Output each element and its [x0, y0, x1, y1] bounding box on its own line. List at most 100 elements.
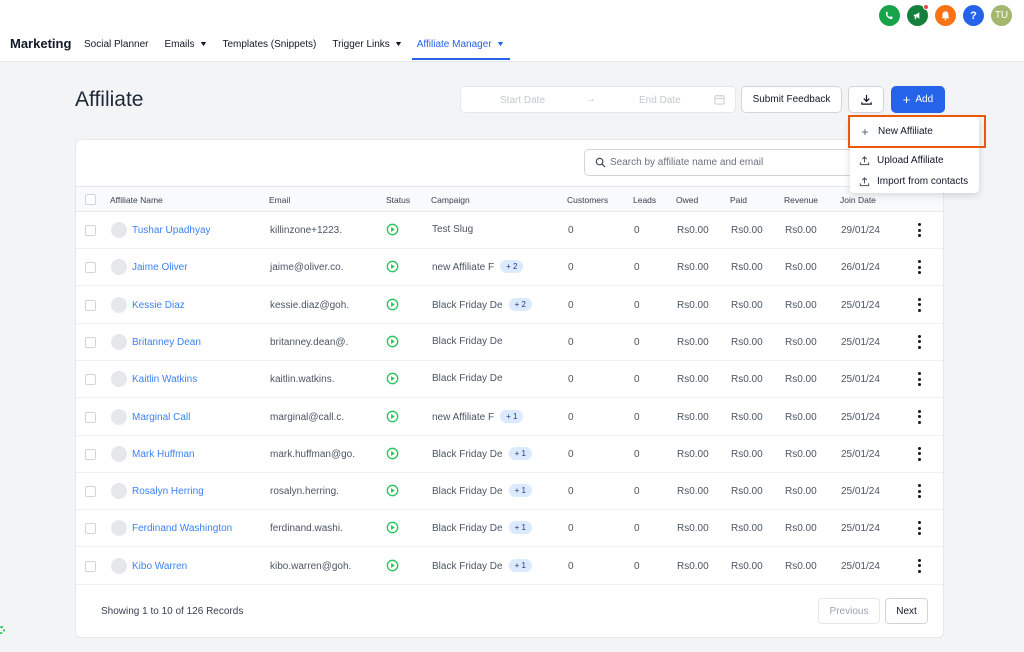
table-row[interactable]: Tushar Upadhyay killinzone+1223. Test Slug… — [76, 212, 943, 249]
more-options-icon[interactable] — [917, 223, 921, 237]
calendar-icon[interactable] — [714, 94, 725, 108]
user-avatar[interactable]: TU — [991, 5, 1012, 26]
campaign-extra-badge[interactable]: + 2 — [508, 297, 532, 311]
row-checkbox[interactable] — [85, 560, 96, 572]
campaign-cell: Black Friday De — [432, 373, 503, 384]
owed-amount: Rs0.00 — [677, 411, 709, 423]
more-options-icon[interactable] — [917, 297, 921, 312]
campaign-extra-badge[interactable]: + 1 — [508, 558, 532, 572]
more-options-icon[interactable] — [917, 372, 921, 387]
column-header-customers[interactable]: Customers — [567, 195, 609, 205]
affiliate-name-link[interactable]: Kessie Diaz — [132, 299, 185, 311]
column-header-email[interactable]: Email — [269, 195, 291, 205]
affiliate-name-link[interactable]: Britanney Dean — [132, 336, 201, 348]
more-options-icon[interactable] — [917, 446, 921, 461]
table-row[interactable]: Kessie Diaz kessie.diaz@goh. Black Friday … — [76, 287, 943, 324]
row-checkbox[interactable] — [85, 448, 96, 460]
menu-item-upload-affiliate[interactable]: Upload Affiliate — [850, 149, 979, 171]
customers-count: 0 — [568, 299, 574, 311]
affiliate-name-link[interactable]: Kibo Warren — [132, 560, 188, 572]
column-header-campaign[interactable]: Campaign — [431, 195, 470, 205]
join-date: 25/01/24 — [841, 374, 880, 386]
table-row[interactable]: Rosalyn Herring rosalyn.herring. Black Fri… — [76, 473, 943, 511]
campaign-extra-badge[interactable]: + 2 — [500, 260, 524, 274]
affiliate-name-link[interactable]: Tushar Upadhyay — [132, 225, 211, 236]
search-input[interactable]: Search by affiliate name and email — [584, 149, 854, 176]
start-date-input[interactable]: Start Date — [500, 95, 546, 106]
select-all-checkbox[interactable] — [85, 194, 96, 205]
column-header-join-date[interactable]: Join Date — [840, 195, 876, 205]
row-checkbox[interactable] — [85, 336, 96, 348]
paid-amount: Rs0.00 — [731, 523, 763, 535]
column-header-leads[interactable]: Leads — [633, 195, 657, 205]
table-row[interactable]: Jaime Oliver jaime@oliver.co. new Affiliat… — [76, 249, 943, 287]
campaign-extra-badge[interactable]: + 1 — [500, 409, 524, 423]
download-button[interactable] — [848, 86, 884, 113]
row-checkbox[interactable] — [85, 411, 96, 423]
more-options-icon[interactable] — [917, 334, 921, 349]
column-header-paid[interactable]: Paid — [730, 195, 748, 205]
nav-item-emails[interactable]: Emails ▼ — [164, 32, 207, 60]
affiliate-name-link[interactable]: Rosalyn Herring — [132, 486, 204, 498]
affiliate-name-link[interactable]: Jaime Oliver — [132, 262, 188, 274]
row-checkbox[interactable] — [85, 486, 96, 498]
column-header-status[interactable]: Status — [386, 195, 411, 205]
menu-item-new-affiliate[interactable]: + New Affiliate — [848, 115, 986, 148]
top-navbar: Marketing Social Planner Emails ▼ Templates… — [0, 0, 1024, 62]
help-icon[interactable]: ? — [963, 5, 984, 26]
table-row[interactable]: Britanney Dean britanney.dean@. Black Frid… — [76, 324, 943, 361]
affiliate-name-link[interactable]: Marginal Call — [132, 411, 191, 423]
table-row[interactable]: Marginal Call marginal@call.c. new Affilia… — [76, 399, 943, 436]
campaign-extra-badge[interactable]: + 1 — [508, 521, 532, 535]
end-date-input[interactable]: End Date — [639, 95, 681, 106]
paid-amount: Rs0.00 — [731, 336, 763, 348]
owed-amount: Rs0.00 — [677, 299, 709, 311]
more-options-icon[interactable] — [917, 558, 921, 573]
megaphone-icon[interactable] — [907, 4, 929, 26]
add-button[interactable]: + Add — [891, 86, 945, 113]
status-active-icon — [386, 260, 399, 273]
affiliate-name-link[interactable]: Ferdinand Washington — [132, 523, 233, 535]
table-row[interactable]: Mark Huffman mark.huffman@go. Black Friday… — [76, 436, 943, 473]
date-range-picker[interactable]: Start Date → End Date — [460, 86, 736, 113]
paid-amount: Rs0.00 — [731, 299, 763, 311]
row-checkbox[interactable] — [85, 523, 96, 535]
row-checkbox[interactable] — [85, 374, 96, 386]
more-options-icon[interactable] — [917, 260, 921, 275]
column-header-affiliate-name[interactable]: Affiliate Name — [110, 195, 163, 205]
nav-item-templates-snippets[interactable]: Templates (Snippets) — [222, 32, 316, 60]
menu-item-import-contacts[interactable]: Import from contacts — [850, 170, 979, 192]
nav-item-trigger-links[interactable]: Trigger Links ▼ — [332, 32, 402, 60]
nav-item-social-planner[interactable]: Social Planner — [84, 32, 148, 60]
owed-amount: Rs0.00 — [677, 486, 709, 498]
more-options-icon[interactable] — [917, 484, 921, 499]
row-checkbox[interactable] — [85, 299, 96, 311]
table-row[interactable]: Kaitlin Watkins kaitlin.watkins. Black Fri… — [76, 361, 943, 399]
more-options-icon[interactable] — [917, 521, 921, 536]
join-date: 25/01/24 — [841, 523, 880, 535]
column-header-revenue[interactable]: Revenue — [784, 195, 819, 205]
submit-feedback-button[interactable]: Submit Feedback — [741, 86, 842, 113]
bell-icon[interactable] — [935, 5, 956, 26]
more-options-icon[interactable] — [917, 409, 921, 424]
nav-item-affiliate-manager[interactable]: Affiliate Manager ▼ — [411, 32, 510, 60]
campaign-name: Test Slug — [432, 224, 474, 235]
affiliate-name-link[interactable]: Mark Huffman — [132, 448, 195, 460]
table-row[interactable]: Ferdinand Washington ferdinand.washi. Blac… — [76, 510, 943, 548]
avatar — [111, 408, 127, 425]
campaign-cell: Black Friday De + 1 — [432, 484, 532, 498]
next-page-button[interactable]: Next — [885, 598, 928, 624]
affiliate-name-link[interactable]: Kaitlin Watkins — [132, 374, 198, 386]
table-row[interactable]: Kibo Warren kibo.warren@goh. Black Friday … — [76, 548, 943, 585]
avatar — [111, 371, 127, 388]
phone-icon[interactable] — [879, 5, 900, 26]
campaign-extra-badge[interactable]: + 1 — [508, 446, 532, 460]
previous-page-button[interactable]: Previous — [818, 598, 880, 624]
row-checkbox[interactable] — [85, 225, 96, 236]
leads-count: 0 — [634, 448, 640, 460]
campaign-extra-badge[interactable]: + 1 — [508, 484, 532, 498]
affiliate-email: britanney.dean@. — [270, 336, 349, 348]
column-header-owed[interactable]: Owed — [676, 195, 699, 205]
row-checkbox[interactable] — [85, 262, 96, 274]
customers-count: 0 — [568, 560, 574, 572]
